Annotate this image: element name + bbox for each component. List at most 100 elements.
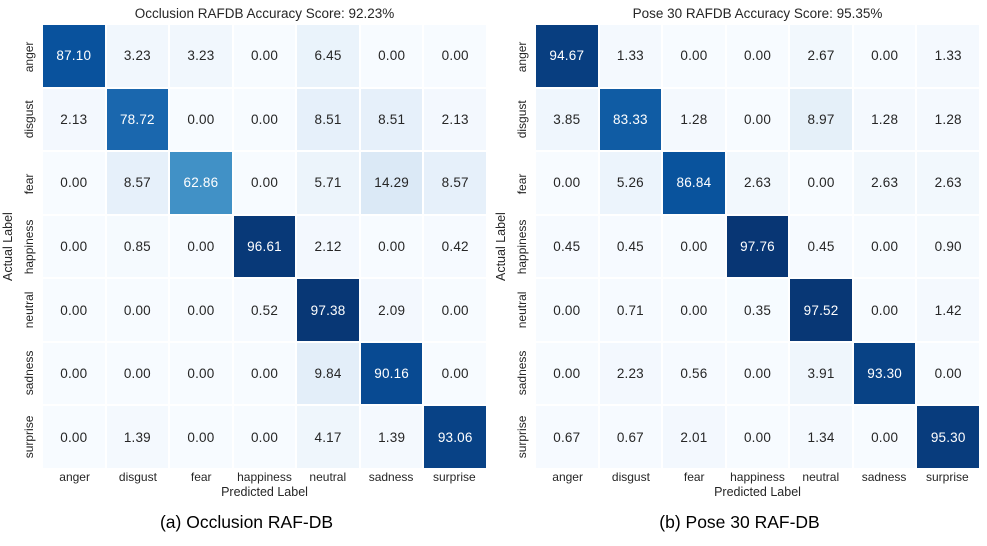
x-axis-label: Predicted Label [221, 485, 308, 499]
matrix-cell: 0.00 [43, 406, 105, 468]
y-tick-label: surprise [515, 415, 529, 458]
matrix-cell: 2.09 [360, 279, 423, 341]
matrix-cell: 0.56 [663, 342, 725, 405]
matrix-cell: 0.00 [170, 406, 232, 468]
matrix-cell: 3.85 [536, 88, 598, 151]
matrix-cell: 0.00 [233, 88, 296, 151]
matrix-cell: 0.00 [536, 342, 598, 405]
matrix-cell: 0.67 [599, 406, 662, 468]
x-tick-label: sadness [368, 470, 414, 484]
matrix-cell: 1.28 [853, 88, 916, 151]
matrix-cell: 94.67 [536, 25, 598, 87]
matrix-cell: 0.00 [536, 152, 598, 214]
panel-occlusion-rafdb: Occlusion RAFDB Accuracy Score: 92.23% A… [0, 0, 493, 546]
y-tick-label: neutral [515, 291, 529, 329]
matrix-cell: 0.00 [917, 342, 979, 405]
matrix-cell: 0.00 [233, 342, 296, 405]
matrix-cell: 2.12 [297, 215, 359, 278]
matrix-cell: 5.71 [297, 152, 359, 214]
matrix-cell: 0.00 [233, 152, 296, 214]
y-tick-label: neutral [22, 291, 36, 329]
x-tick-label: fear [683, 470, 705, 484]
matrix-cell: 0.00 [726, 88, 789, 151]
matrix-cell: 97.52 [790, 279, 852, 341]
matrix-cell: 0.00 [170, 279, 232, 341]
y-tick-label: surprise [22, 415, 36, 458]
x-axis-label: Predicted Label [714, 485, 801, 499]
matrix-cell: 1.39 [106, 406, 169, 468]
x-tick-label: happiness [730, 470, 785, 484]
matrix-cell: 62.86 [170, 152, 232, 214]
matrix-cell: 0.00 [360, 25, 423, 87]
matrix-cell: 2.13 [424, 88, 486, 151]
matrix-cell: 0.00 [43, 215, 105, 278]
matrix-cell: 1.28 [917, 88, 979, 151]
y-tick-label: anger [22, 41, 36, 72]
x-tick-label: disgust [118, 470, 157, 484]
y-tick-label: disgust [515, 100, 529, 139]
x-tick-label: disgust [611, 470, 650, 484]
matrix-cell: 0.00 [424, 279, 486, 341]
x-tick-label: fear [190, 470, 212, 484]
matrix-cell: 2.23 [599, 342, 662, 405]
matrix-cell: 0.00 [663, 25, 725, 87]
matrix-cell: 0.00 [424, 25, 486, 87]
y-tick-label: fear [22, 172, 36, 194]
matrix-cell: 14.29 [360, 152, 423, 214]
matrix-cell: 8.57 [106, 152, 169, 214]
matrix-cell: 0.45 [790, 215, 852, 278]
matrix-cell: 1.33 [917, 25, 979, 87]
matrix-cell: 0.00 [536, 279, 598, 341]
matrix-cell: 0.00 [424, 342, 486, 405]
x-tick-label: surprise [433, 470, 476, 484]
y-tick-labels: anger disgust fear happiness neutral sadness s… [16, 25, 42, 468]
matrix-cell: 0.45 [536, 215, 598, 278]
matrix-cell: 87.10 [43, 25, 105, 87]
x-tick-labels: anger disgust fear happiness neutral sadness s… [43, 470, 486, 484]
matrix-cell: 0.67 [536, 406, 598, 468]
heatmap-grid: 87.10 3.23 3.23 0.00 6.45 0.00 0.00 2.13 78.72 0.… [43, 25, 486, 468]
matrix-cell: 78.72 [106, 88, 169, 151]
y-tick-label: sadness [22, 350, 36, 396]
y-tick-label: fear [515, 172, 529, 194]
matrix-cell: 0.00 [106, 342, 169, 405]
matrix-cell: 9.84 [297, 342, 359, 405]
panel-pose30-rafdb: Pose 30 RAFDB Accuracy Score: 95.35% Act… [493, 0, 986, 546]
matrix-cell: 93.06 [424, 406, 486, 468]
matrix-cell: 3.23 [170, 25, 232, 87]
matrix-cell: 0.00 [43, 279, 105, 341]
subfigure-caption: (a) Occlusion RAF-DB [159, 512, 334, 532]
y-tick-labels: anger disgust fear happiness neutral sadness s… [509, 25, 535, 468]
matrix-cell: 8.97 [790, 88, 852, 151]
matrix-cell: 2.67 [790, 25, 852, 87]
matrix-cell: 3.91 [790, 342, 852, 405]
matrix-cell: 0.00 [726, 406, 789, 468]
y-tick-label: happiness [22, 219, 36, 274]
matrix-cell: 1.33 [599, 25, 662, 87]
matrix-cell: 0.00 [853, 215, 916, 278]
matrix-cell: 1.42 [917, 279, 979, 341]
matrix-cell: 0.52 [233, 279, 296, 341]
plot-title: Occlusion RAFDB Accuracy Score: 92.23% [134, 6, 395, 21]
matrix-cell: 0.00 [43, 342, 105, 405]
subfigure-caption: (b) Pose 30 RAF-DB [659, 512, 820, 532]
matrix-cell: 0.00 [233, 406, 296, 468]
matrix-cell: 0.00 [43, 152, 105, 214]
matrix-cell: 5.26 [599, 152, 662, 214]
matrix-cell: 6.45 [297, 25, 359, 87]
matrix-cell: 0.71 [599, 279, 662, 341]
matrix-cell: 2.63 [917, 152, 979, 214]
matrix-cell: 2.63 [853, 152, 916, 214]
matrix-cell: 96.61 [233, 215, 296, 278]
matrix-cell: 0.45 [599, 215, 662, 278]
y-tick-label: happiness [515, 219, 529, 274]
matrix-cell: 0.00 [853, 279, 916, 341]
y-axis-label: Actual Label [1, 212, 15, 281]
matrix-cell: 0.00 [853, 25, 916, 87]
matrix-cell: 0.00 [170, 88, 232, 151]
matrix-cell: 0.00 [360, 215, 423, 278]
matrix-cell: 90.16 [360, 342, 423, 405]
matrix-cell: 1.39 [360, 406, 423, 468]
matrix-cell: 95.30 [917, 406, 979, 468]
